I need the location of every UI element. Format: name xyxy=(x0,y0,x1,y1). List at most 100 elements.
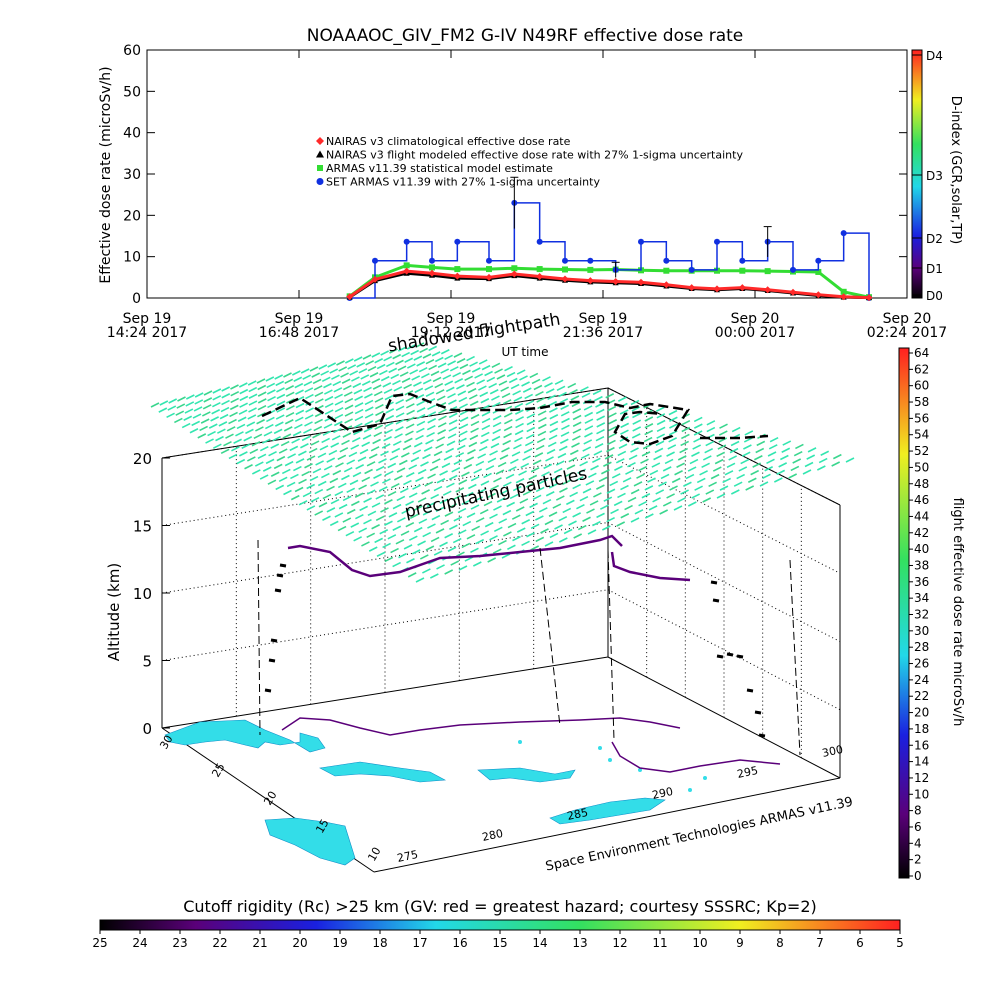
dose-rate-colorbar-tick-label: 42 xyxy=(914,526,929,540)
particle-grid-dash xyxy=(753,455,763,461)
particle-grid-dash xyxy=(436,478,446,484)
particle-grid-dash xyxy=(302,374,312,380)
particle-grid-dash xyxy=(634,509,644,515)
particle-grid-dash xyxy=(426,424,436,431)
particle-grid-dash xyxy=(273,463,283,470)
particle-grid-dash xyxy=(463,463,473,470)
particle-grid-dash xyxy=(425,545,435,551)
particle-grid-dash xyxy=(451,467,461,473)
particle-grid-dash xyxy=(304,421,313,427)
particle-grid-dash xyxy=(330,442,340,448)
particle-grid-dash xyxy=(506,371,516,378)
particle-grid-dash xyxy=(235,431,244,437)
particle-grid-dash xyxy=(415,342,425,348)
cutoff-rigidity-tick-label: 10 xyxy=(692,936,707,950)
island xyxy=(638,768,642,772)
particle-grid-dash xyxy=(513,443,522,450)
particle-grid-dash xyxy=(518,470,527,476)
particle-grid-dash xyxy=(319,445,329,451)
particle-grid-dash xyxy=(358,368,368,374)
particle-grid-dash xyxy=(392,561,401,568)
particle-grid-dash xyxy=(521,540,530,547)
particle-grid-dash xyxy=(375,403,384,410)
particle-grid-dash xyxy=(478,359,488,365)
particle-grid-dash xyxy=(382,478,391,484)
particle-grid-dash xyxy=(546,448,556,455)
particle-grid-dash xyxy=(503,405,513,412)
particle-grid-dash xyxy=(199,425,208,432)
particle-grid-dash xyxy=(259,474,269,480)
particle-grid-dash xyxy=(317,452,327,459)
particle-grid-dash xyxy=(415,434,424,441)
particle-grid-dash xyxy=(368,546,378,552)
particle-grid-dash xyxy=(354,402,364,408)
particle-grid-dash xyxy=(630,399,640,406)
particle-grid-dash xyxy=(382,542,391,549)
particle-grid-dash xyxy=(671,477,681,484)
particle-grid-dash xyxy=(491,395,500,401)
particle-grid-dash xyxy=(425,391,435,398)
top-x-tick-label-time: 00:00 2017 xyxy=(715,325,795,341)
particle-grid-dash xyxy=(502,509,512,516)
top-x-tick-label-date: Sep 19 xyxy=(275,311,324,327)
particle-grid-dash xyxy=(572,414,582,421)
particle-grid-dash xyxy=(389,348,398,354)
dose-rate-colorbar-tick-label: 0 xyxy=(914,869,922,883)
particle-grid-dash xyxy=(219,413,229,420)
particle-grid-dash xyxy=(651,462,661,468)
cutoff-rigidity-tick-label: 5 xyxy=(896,936,904,950)
cutoff-rigidity-tick-label: 19 xyxy=(332,936,347,950)
particle-grid-dash xyxy=(461,499,471,506)
particle-grid-dash xyxy=(540,528,549,534)
particle-grid-dash xyxy=(343,391,353,397)
particle-grid-dash xyxy=(506,501,516,508)
particle-grid-dash xyxy=(291,438,301,444)
particle-grid-dash xyxy=(446,440,456,446)
particle-grid-dash xyxy=(683,481,692,487)
particle-grid-dash xyxy=(491,401,501,408)
particle-grid-dash xyxy=(492,421,502,428)
legend-label: SET ARMAS v11.39 with 27% 1-sigma uncert… xyxy=(326,176,600,189)
particle-grid-dash xyxy=(653,454,662,461)
particle-grid-dash xyxy=(391,447,401,454)
particle-grid-dash xyxy=(554,379,564,385)
particle-grid-dash xyxy=(189,428,199,434)
particle-grid-dash xyxy=(481,411,491,417)
particle-grid-dash xyxy=(344,411,354,417)
particle-grid-dash xyxy=(251,441,261,447)
particle-grid-dash xyxy=(579,495,589,502)
particle-grid-dash xyxy=(382,382,392,388)
particle-grid-dash xyxy=(308,447,318,454)
dose-rate-colorbar-tick-label: 50 xyxy=(914,460,929,474)
particle-grid-dash xyxy=(747,477,757,483)
particle-grid-dash xyxy=(519,498,529,504)
particle-grid-dash xyxy=(628,454,638,461)
particle-grid-dash xyxy=(456,384,465,390)
series-point-4 xyxy=(739,257,746,264)
cutoff-rigidity-tick-label: 15 xyxy=(492,936,507,950)
particle-grid-dash xyxy=(693,423,703,429)
particle-grid-dash xyxy=(464,491,474,498)
particle-grid-dash xyxy=(417,468,427,475)
particle-grid-dash xyxy=(284,460,294,467)
particle-grid-dash xyxy=(768,444,778,450)
particle-grid-dash xyxy=(535,390,544,397)
particle-grid-dash xyxy=(585,480,595,486)
particle-grid-dash xyxy=(332,469,342,476)
cutoff-rigidity-label: Cutoff rigidity (Rc) >25 km (GV: red = g… xyxy=(183,897,817,916)
particle-grid-dash xyxy=(239,388,249,395)
particle-grid-dash xyxy=(648,505,658,511)
top-x-tick-label-time: 19:12 2017 xyxy=(411,325,491,341)
particle-grid-dash xyxy=(403,383,413,390)
particle-grid-dash xyxy=(477,488,487,494)
particle-grid-dash xyxy=(499,454,509,460)
particle-grid-dash xyxy=(559,487,568,493)
particle-grid-dash xyxy=(563,528,573,535)
particle-grid-dash xyxy=(355,464,365,470)
particle-grid-dash xyxy=(549,532,559,539)
particle-grid-dash xyxy=(501,553,511,559)
particle-grid-dash xyxy=(480,431,490,438)
particle-grid-dash xyxy=(469,361,478,367)
particle-grid-dash xyxy=(352,471,362,478)
particle-grid-dash xyxy=(781,447,791,453)
